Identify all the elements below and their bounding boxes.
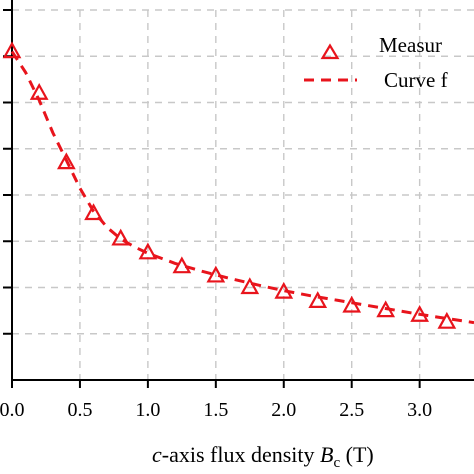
data-point-marker — [56, 152, 76, 170]
data-point-marker — [2, 41, 22, 59]
x-axis-label-c: c — [152, 442, 162, 467]
x-tick-label: 2.5 — [339, 399, 364, 421]
data-point-marker — [172, 256, 192, 274]
data-point-marker — [376, 300, 396, 318]
data-point-marker — [29, 82, 49, 100]
grid — [12, 9, 474, 380]
data-point-marker — [437, 311, 457, 329]
measured-markers — [2, 41, 457, 329]
x-axis-label-subscript: c — [333, 455, 340, 471]
x-tick-labels: 0.0 0.5 1.0 1.5 2.0 2.5 3.0 — [0, 399, 432, 421]
data-point-marker — [274, 281, 294, 299]
x-axis-label: c-axis flux density Bc (T) — [152, 442, 374, 471]
x-tick-label: 1.5 — [203, 399, 228, 421]
data-point-marker — [138, 242, 158, 260]
data-point-marker — [342, 295, 362, 313]
legend-marker-triangle — [320, 43, 340, 60]
legend-label-measured: Measur — [379, 33, 442, 57]
data-point-marker — [308, 291, 328, 308]
data-point-marker — [240, 277, 260, 295]
legend-label-fit: Curve f — [384, 68, 448, 92]
data-point-marker — [410, 304, 430, 322]
x-axis-label-unit: (T) — [340, 442, 374, 467]
axes — [3, 0, 474, 388]
x-axis-label-text: -axis flux density — [162, 442, 320, 467]
x-axis-label-b: B — [320, 442, 333, 467]
x-tick-label: 0.5 — [67, 399, 92, 421]
fit-curve — [10, 50, 474, 325]
legend: Measur Curve f — [304, 33, 448, 92]
data-point-marker — [206, 265, 226, 283]
x-tick-label: 2.0 — [271, 399, 296, 421]
x-tick-label: 1.0 — [135, 399, 160, 421]
data-point-marker — [111, 228, 131, 246]
data-point-marker — [84, 203, 103, 221]
fit-line-group — [10, 50, 474, 325]
x-tick-label: 3.0 — [407, 399, 432, 421]
x-tick-label: 0.0 — [0, 399, 25, 421]
